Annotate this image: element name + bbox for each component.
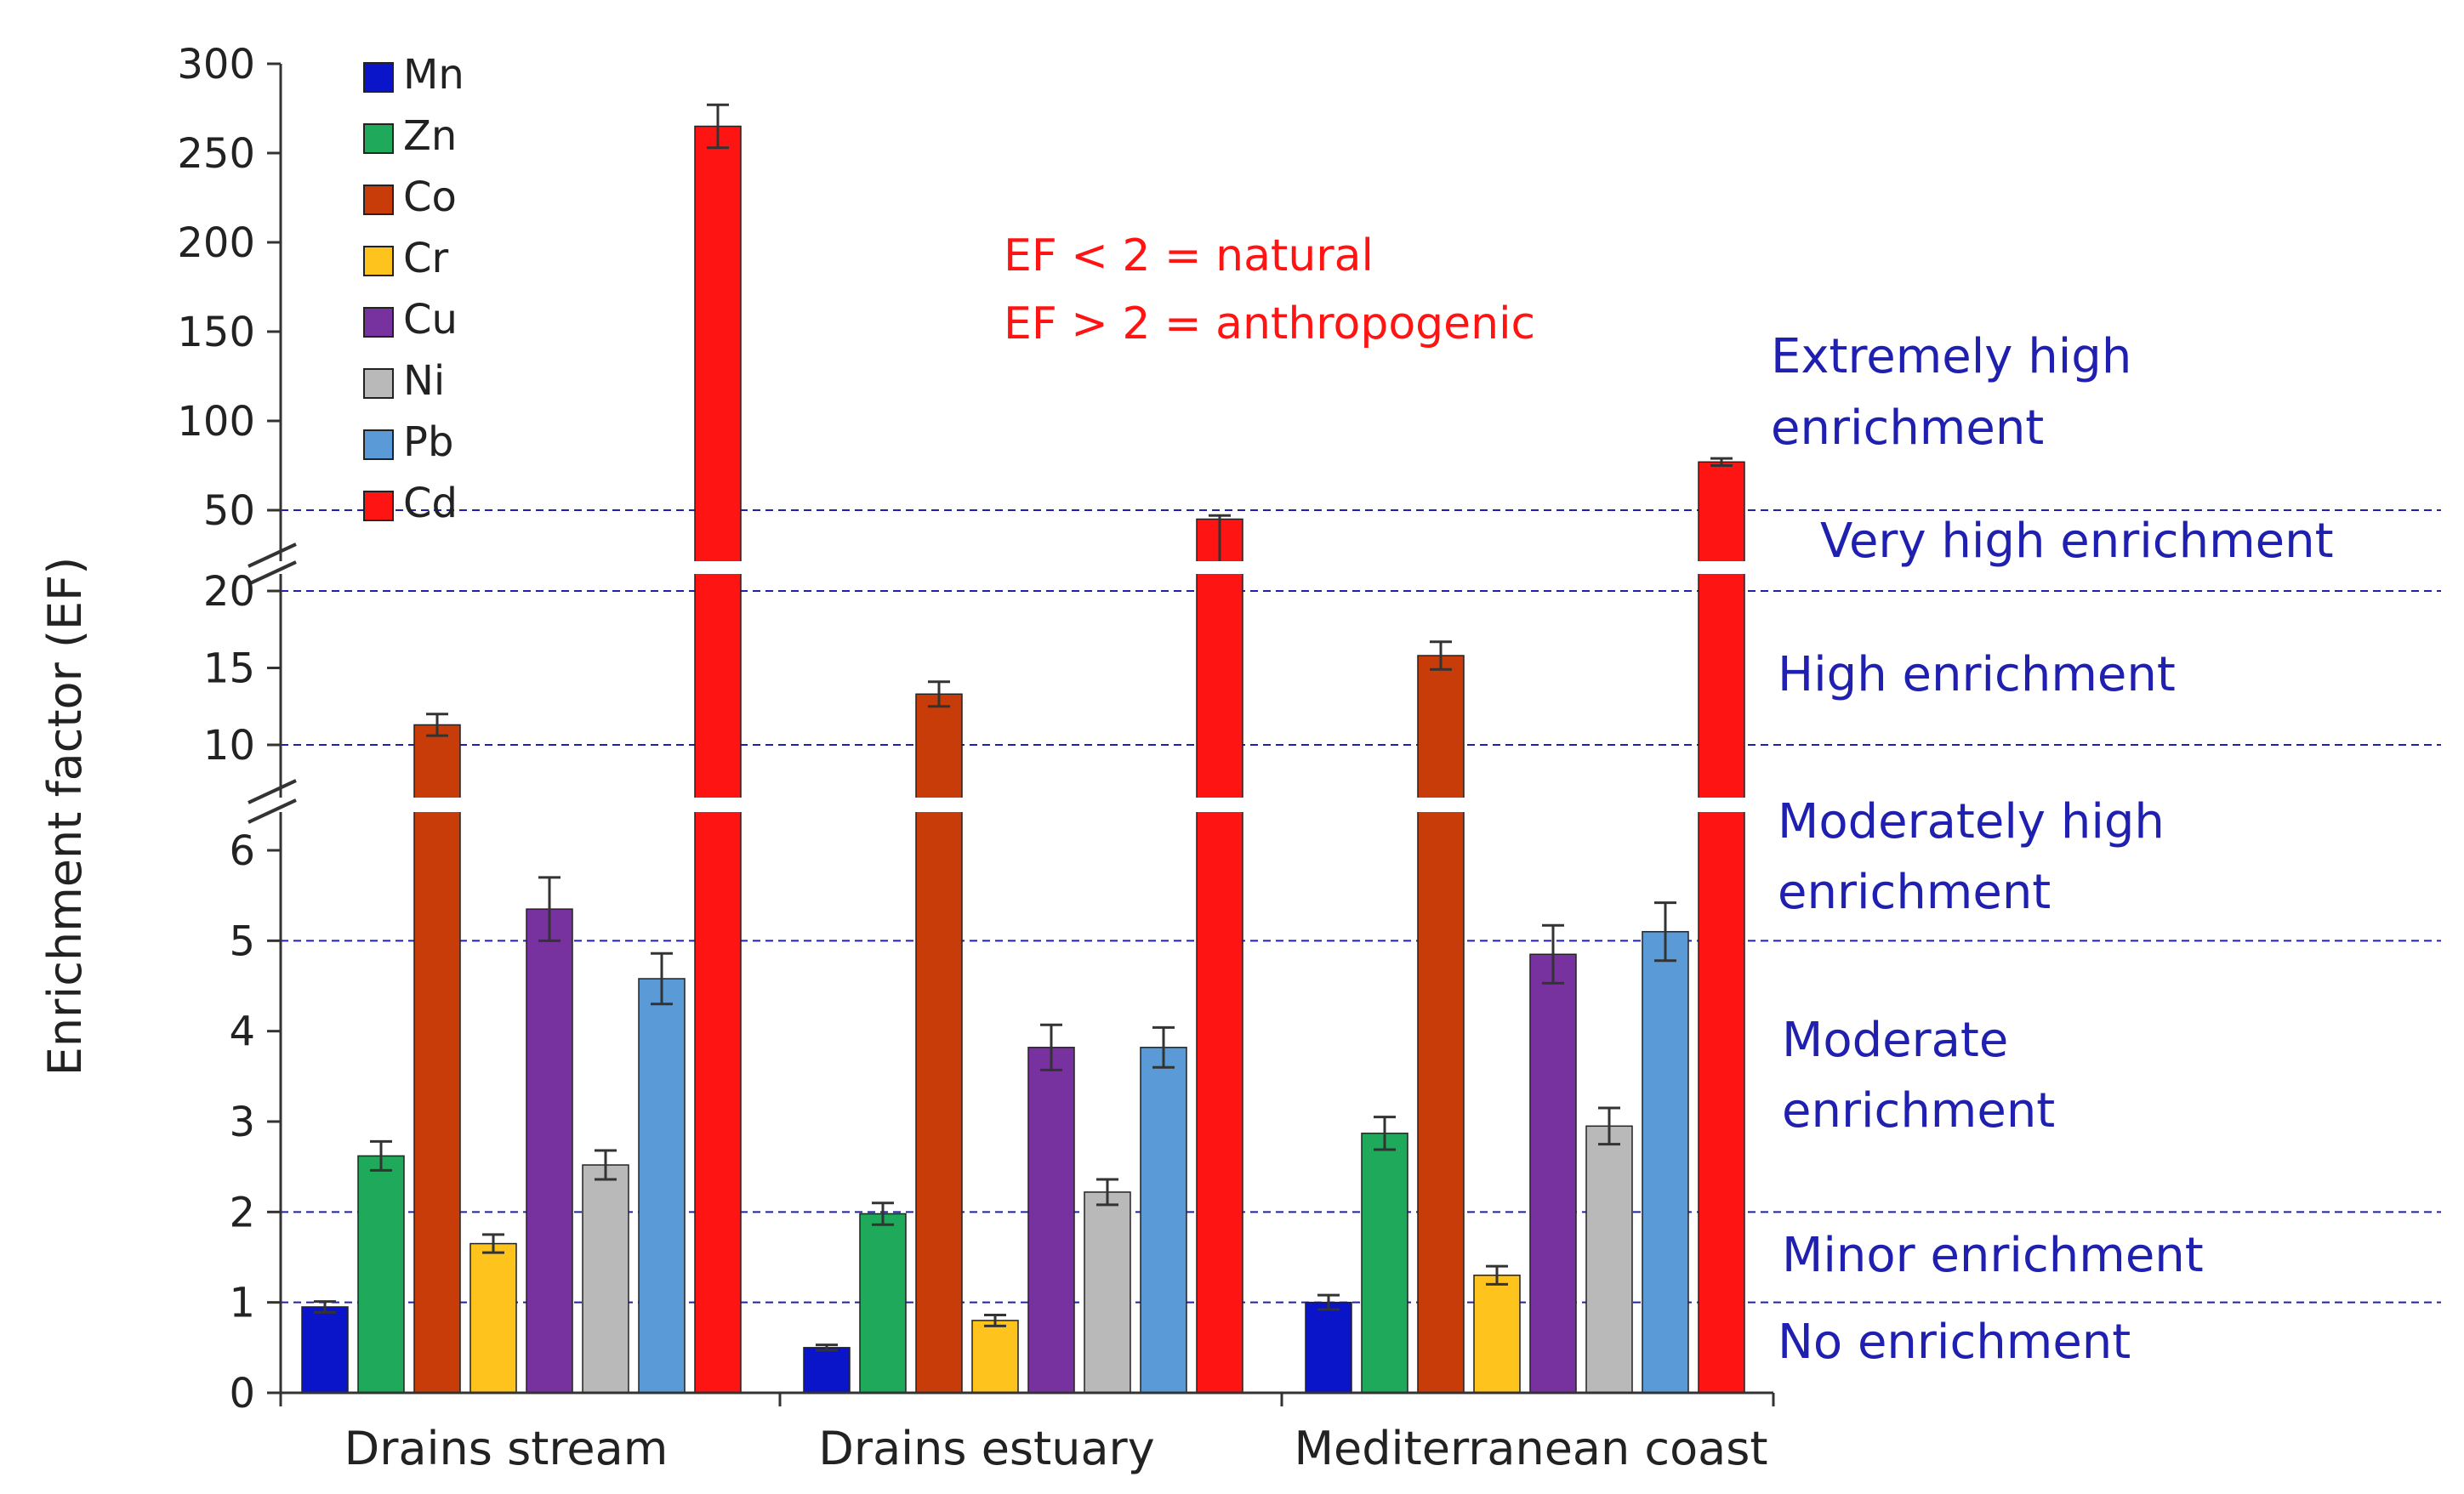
y-tick-label: 10 xyxy=(203,722,255,770)
series-cd xyxy=(694,103,1745,1394)
legend-swatch-cu xyxy=(363,307,394,338)
y-tick-label: 4 xyxy=(229,1008,255,1056)
bar-ni xyxy=(582,1164,629,1394)
y-axis-title: Enrichment factor (EF) xyxy=(38,557,92,1076)
bar-cd xyxy=(1196,518,1243,1394)
zone-label: Extremely high enrichment xyxy=(1771,329,2131,456)
zone-label-line: Extremely high xyxy=(1771,329,2131,384)
break-mark xyxy=(248,798,297,824)
bar-zn xyxy=(859,1213,907,1394)
y-tick-label: 15 xyxy=(203,645,255,693)
bar-cr xyxy=(1473,1275,1521,1394)
category-label: Drains estuary xyxy=(818,1422,1154,1475)
annotation-text: EF > 2 = anthropogenic xyxy=(1004,298,1535,349)
legend-swatch-cd xyxy=(363,491,394,521)
legend-swatch-zn xyxy=(363,123,394,154)
x-tick-labels: Drains stream Drains estuary Mediterranean… xyxy=(344,1422,1768,1475)
zone-label-line: High enrichment xyxy=(1778,647,2176,702)
bar-pb xyxy=(638,978,686,1394)
zone-label-line: No enrichment xyxy=(1778,1315,2131,1370)
zone-label: Very high enrichment xyxy=(1820,514,2334,569)
legend-label: Pb xyxy=(403,418,453,466)
axis-breaks xyxy=(283,561,1776,812)
series-cr xyxy=(469,1233,1521,1394)
bar-co xyxy=(413,724,461,1394)
legend-swatch-pb xyxy=(363,429,394,460)
bar-zn xyxy=(1361,1133,1408,1394)
zone-label-line: enrichment xyxy=(1771,400,2044,456)
legend-label: Cd xyxy=(403,480,458,527)
bar-cr xyxy=(469,1242,517,1394)
bar-pb xyxy=(1140,1047,1187,1394)
legend-label: Ni xyxy=(403,357,445,405)
y-tick-label: 20 xyxy=(203,568,255,616)
series-pb xyxy=(638,901,1689,1394)
zone-labels: Extremely high enrichment Very high enrich… xyxy=(1771,329,2334,1370)
zone-label: No enrichment xyxy=(1778,1315,2131,1370)
bar-mn xyxy=(803,1347,851,1394)
y-tick-label: 1 xyxy=(229,1280,255,1327)
y-ticks: 0 1 2 3 4 5 6 10 15 20 50 100 150 200 250 300 xyxy=(177,41,281,1417)
y-tick-label: 0 xyxy=(229,1370,255,1417)
series-cu xyxy=(526,876,1577,1394)
y-tick-label: 50 xyxy=(203,487,255,535)
axes xyxy=(248,64,1775,1406)
break-band xyxy=(283,561,1776,574)
zone-label-line: Moderate xyxy=(1782,1013,2008,1068)
break-band xyxy=(283,798,1776,812)
bar-ni xyxy=(1084,1191,1131,1394)
legend-swatch-ni xyxy=(363,368,394,399)
zone-label-line: enrichment xyxy=(1778,865,2051,920)
legend-label: Cu xyxy=(403,296,458,344)
zone-label: Moderately high enrichment xyxy=(1778,794,2165,920)
legend: Mn Zn Co Cr Cu Ni Pb Cd xyxy=(363,51,464,527)
bar-ni xyxy=(1585,1125,1633,1394)
zone-label-line: Minor enrichment xyxy=(1782,1228,2204,1283)
y-tick-label: 2 xyxy=(229,1189,255,1236)
zone-label-line: Moderately high xyxy=(1778,794,2165,849)
bar-series xyxy=(301,103,1745,1394)
y-tick-label: 5 xyxy=(229,917,255,965)
annotations: EF < 2 = natural EF > 2 = anthropogenic xyxy=(1004,230,1535,349)
legend-label: Zn xyxy=(403,112,457,160)
series-ni xyxy=(582,1106,1633,1394)
y-tick-label: 200 xyxy=(177,219,255,267)
bar-cu xyxy=(526,908,573,1394)
zone-label: Moderate enrichment xyxy=(1782,1013,2055,1139)
bar-cu xyxy=(1027,1047,1075,1394)
zone-label-line: Very high enrichment xyxy=(1820,514,2334,569)
bar-mn xyxy=(301,1306,349,1394)
legend-label: Mn xyxy=(403,51,464,99)
bar-co xyxy=(1417,655,1465,1394)
legend-swatch-co xyxy=(363,185,394,215)
y-tick-label: 300 xyxy=(177,41,255,88)
break-mark xyxy=(248,542,297,568)
bar-cd xyxy=(1698,461,1745,1394)
category-label: Drains stream xyxy=(344,1422,669,1475)
legend-label: Co xyxy=(403,173,457,221)
zone-label-line: enrichment xyxy=(1782,1083,2055,1139)
y-tick-label: 250 xyxy=(177,130,255,178)
legend-swatch-cr xyxy=(363,246,394,276)
y-tick-label: 100 xyxy=(177,398,255,446)
y-tick-label: 3 xyxy=(229,1099,255,1146)
bar-cu xyxy=(1529,953,1577,1394)
y-tick-label: 150 xyxy=(177,309,255,356)
category-label: Mediterranean coast xyxy=(1294,1422,1767,1475)
break-mark xyxy=(248,779,297,804)
legend-swatch-mn xyxy=(363,62,394,93)
break-mark xyxy=(248,560,297,586)
zone-label: High enrichment xyxy=(1778,647,2176,702)
bar-zn xyxy=(357,1155,405,1394)
zone-label: Minor enrichment xyxy=(1782,1228,2204,1283)
bar-cd xyxy=(694,125,742,1394)
bar-mn xyxy=(1305,1301,1352,1394)
bar-pb xyxy=(1642,930,1689,1394)
annotation-text: EF < 2 = natural xyxy=(1004,230,1374,281)
bar-cr xyxy=(971,1320,1019,1394)
series-zn xyxy=(357,1116,1408,1394)
legend-label: Cr xyxy=(403,235,449,282)
y-tick-label: 6 xyxy=(229,827,255,875)
